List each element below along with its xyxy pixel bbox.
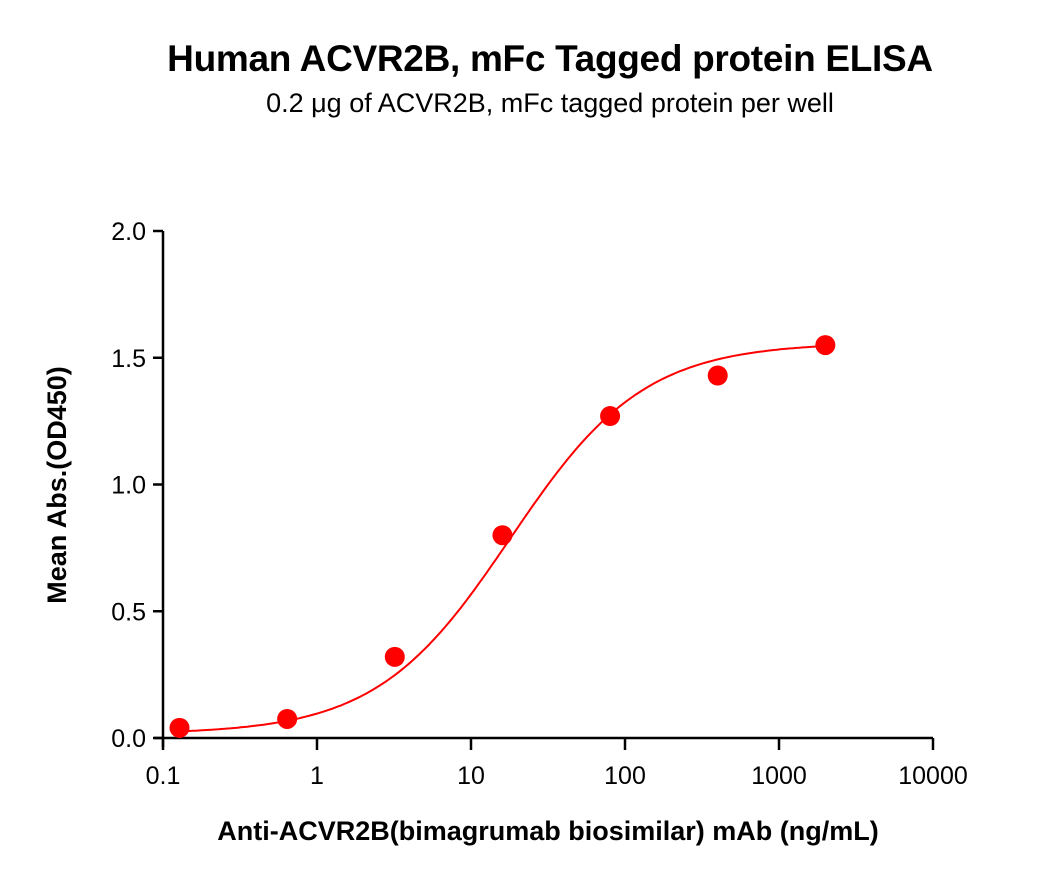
chart-subtitle: 0.2 μg of ACVR2B, mFc tagged protein per… bbox=[266, 88, 834, 118]
chart-title: Human ACVR2B, mFc Tagged protein ELISA bbox=[167, 38, 933, 79]
data-point bbox=[169, 717, 190, 738]
x-tick-label: 1000 bbox=[751, 762, 807, 790]
data-point bbox=[277, 708, 298, 729]
y-axis-label: Mean Abs.(OD450) bbox=[42, 366, 72, 604]
y-tick-label: 2.0 bbox=[111, 218, 146, 246]
x-tick-label: 0.1 bbox=[146, 762, 181, 790]
x-tick-label: 1 bbox=[310, 762, 324, 790]
y-tick-label: 1.5 bbox=[111, 345, 146, 373]
x-axis-label: Anti-ACVR2B(bimagrumab biosimilar) mAb (… bbox=[217, 816, 879, 846]
x-tick-label: 100 bbox=[604, 762, 646, 790]
y-tick-label: 0.0 bbox=[111, 725, 146, 753]
x-tick-label: 10000 bbox=[898, 762, 968, 790]
data-point bbox=[815, 335, 836, 356]
y-tick-label: 1.0 bbox=[111, 472, 146, 500]
data-point bbox=[600, 406, 621, 427]
data-point bbox=[384, 646, 405, 667]
axes: 0.0 0.5 1.0 1.5 2.0 0.1 1 10 100 1000 10000 bbox=[111, 218, 968, 790]
data-points bbox=[169, 335, 836, 738]
data-point bbox=[707, 365, 728, 386]
x-tick-label: 10 bbox=[457, 762, 485, 790]
y-tick-label: 0.5 bbox=[111, 598, 146, 626]
data-point bbox=[492, 525, 513, 546]
